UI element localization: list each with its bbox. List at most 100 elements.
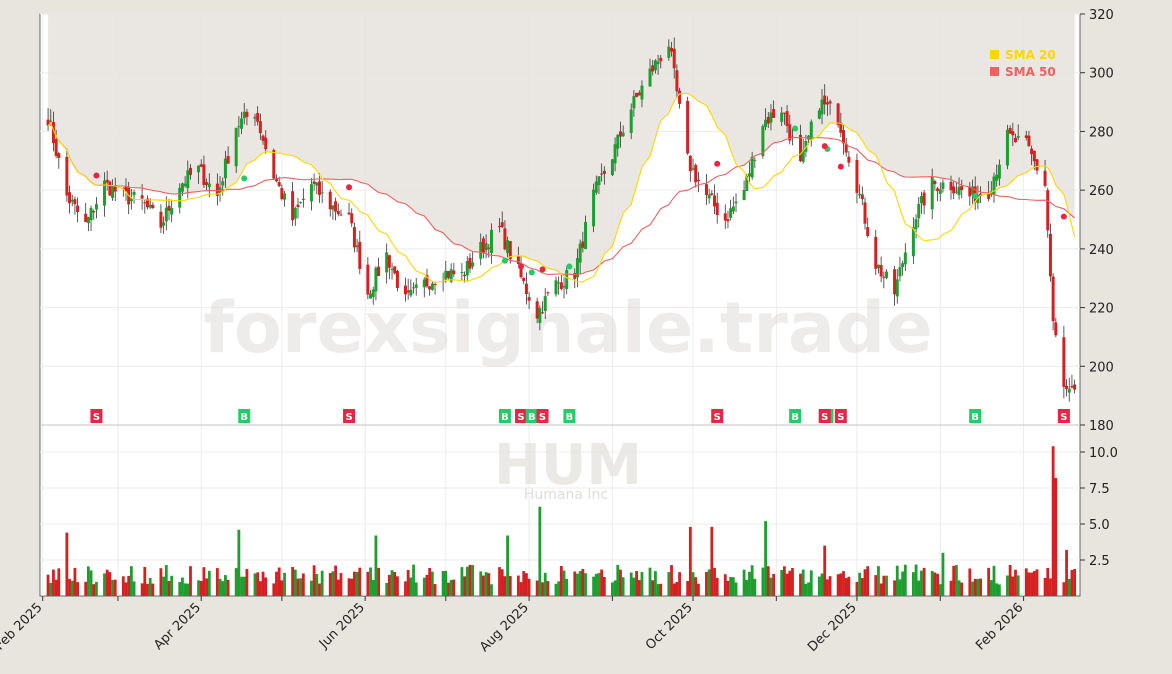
volume-bar xyxy=(425,574,429,596)
volume-bar xyxy=(447,582,450,596)
candle-body xyxy=(65,156,69,196)
candle-body xyxy=(446,271,450,278)
volume-bar xyxy=(1051,446,1055,596)
candle-body xyxy=(957,186,961,196)
candle-body xyxy=(274,178,278,182)
signal-badge xyxy=(969,409,982,423)
candle-body xyxy=(836,103,840,125)
volume-bar xyxy=(76,582,80,596)
volume-bar xyxy=(949,580,953,596)
candle-body xyxy=(573,273,577,279)
candle-body xyxy=(159,211,163,228)
candle-body xyxy=(578,243,582,263)
volume-bar xyxy=(731,577,735,596)
volume-bar xyxy=(1008,565,1012,596)
volume-bar xyxy=(46,574,50,596)
candle-body xyxy=(621,132,625,137)
candle-body xyxy=(971,186,975,195)
candle-body xyxy=(406,290,410,293)
candle-body xyxy=(766,116,770,124)
volume-bar xyxy=(678,572,681,596)
volume-bar xyxy=(748,571,751,596)
candle-body xyxy=(237,126,241,128)
sma-shaded-area xyxy=(48,14,1075,275)
signal-badge xyxy=(536,409,549,423)
candle-body xyxy=(162,222,166,226)
candle-body xyxy=(223,158,227,179)
volume-bar xyxy=(753,578,757,596)
candle-body xyxy=(825,102,829,105)
signal-badge xyxy=(498,409,511,423)
candle-body xyxy=(1048,233,1052,277)
volume-bar xyxy=(992,565,996,596)
candle-body xyxy=(761,126,765,156)
candle-body xyxy=(358,241,362,269)
candle-body xyxy=(390,268,394,270)
volume-bar xyxy=(121,576,125,596)
volume-bar xyxy=(113,579,117,596)
candle-body xyxy=(675,70,679,92)
volume-bar xyxy=(189,566,192,596)
volume-bar xyxy=(823,545,827,596)
candle-body xyxy=(164,207,168,222)
candle-body xyxy=(1008,128,1012,134)
volume-bar xyxy=(960,582,964,596)
volume-bar xyxy=(801,569,805,596)
volume-bar xyxy=(860,578,864,596)
candle-body xyxy=(976,195,980,204)
candle-body xyxy=(328,191,332,210)
volume-bar xyxy=(299,578,303,596)
volume-bar xyxy=(215,568,219,596)
volume-bar xyxy=(393,572,397,596)
volume-bar xyxy=(103,573,106,596)
volume-bar xyxy=(791,567,794,596)
volume-bar xyxy=(578,571,582,596)
volume-bar xyxy=(54,579,58,596)
volume-bar xyxy=(334,565,338,596)
candle-body xyxy=(1043,170,1047,186)
candle-body xyxy=(129,198,133,202)
volume-bar xyxy=(1027,572,1031,596)
candle-body xyxy=(659,57,663,62)
candle-body xyxy=(863,202,867,224)
volume-bar xyxy=(535,580,539,596)
volume-bar xyxy=(670,565,673,596)
candle-body xyxy=(524,283,528,295)
volume-bar xyxy=(68,579,71,596)
candle-body xyxy=(723,213,727,221)
candle-body xyxy=(828,101,832,104)
volume-bar xyxy=(347,578,351,596)
candle-body xyxy=(183,183,187,187)
candle-body xyxy=(202,164,206,185)
volume-bar xyxy=(602,576,606,596)
signal-label: B xyxy=(971,412,979,423)
volume-bar xyxy=(675,581,679,596)
volume-bar xyxy=(715,577,719,596)
volume-bar xyxy=(543,572,547,596)
candle-body xyxy=(186,170,190,189)
volume-bar xyxy=(318,583,321,596)
volume-bar xyxy=(941,552,945,596)
volume-bar xyxy=(167,581,171,596)
candle-body xyxy=(780,112,784,122)
volume-bar xyxy=(428,567,432,596)
candle-body xyxy=(105,179,109,183)
candle-body xyxy=(68,192,72,204)
candle-body xyxy=(331,205,335,210)
candle-body xyxy=(317,181,321,195)
volume-bar xyxy=(374,535,378,596)
candle-body xyxy=(1011,131,1015,136)
volume-bar xyxy=(377,567,381,596)
candle-body xyxy=(465,260,469,276)
volume-bar xyxy=(651,580,655,596)
legend: SMA 20 SMA 50 xyxy=(990,48,1056,79)
candle-body xyxy=(487,247,491,249)
candle-body xyxy=(656,61,660,65)
signal-label: S xyxy=(517,412,524,423)
candle-body xyxy=(799,134,803,161)
volume-bar xyxy=(844,578,848,596)
candle-body xyxy=(874,236,878,269)
volume-bar xyxy=(863,569,867,596)
signal-dot xyxy=(821,143,828,150)
